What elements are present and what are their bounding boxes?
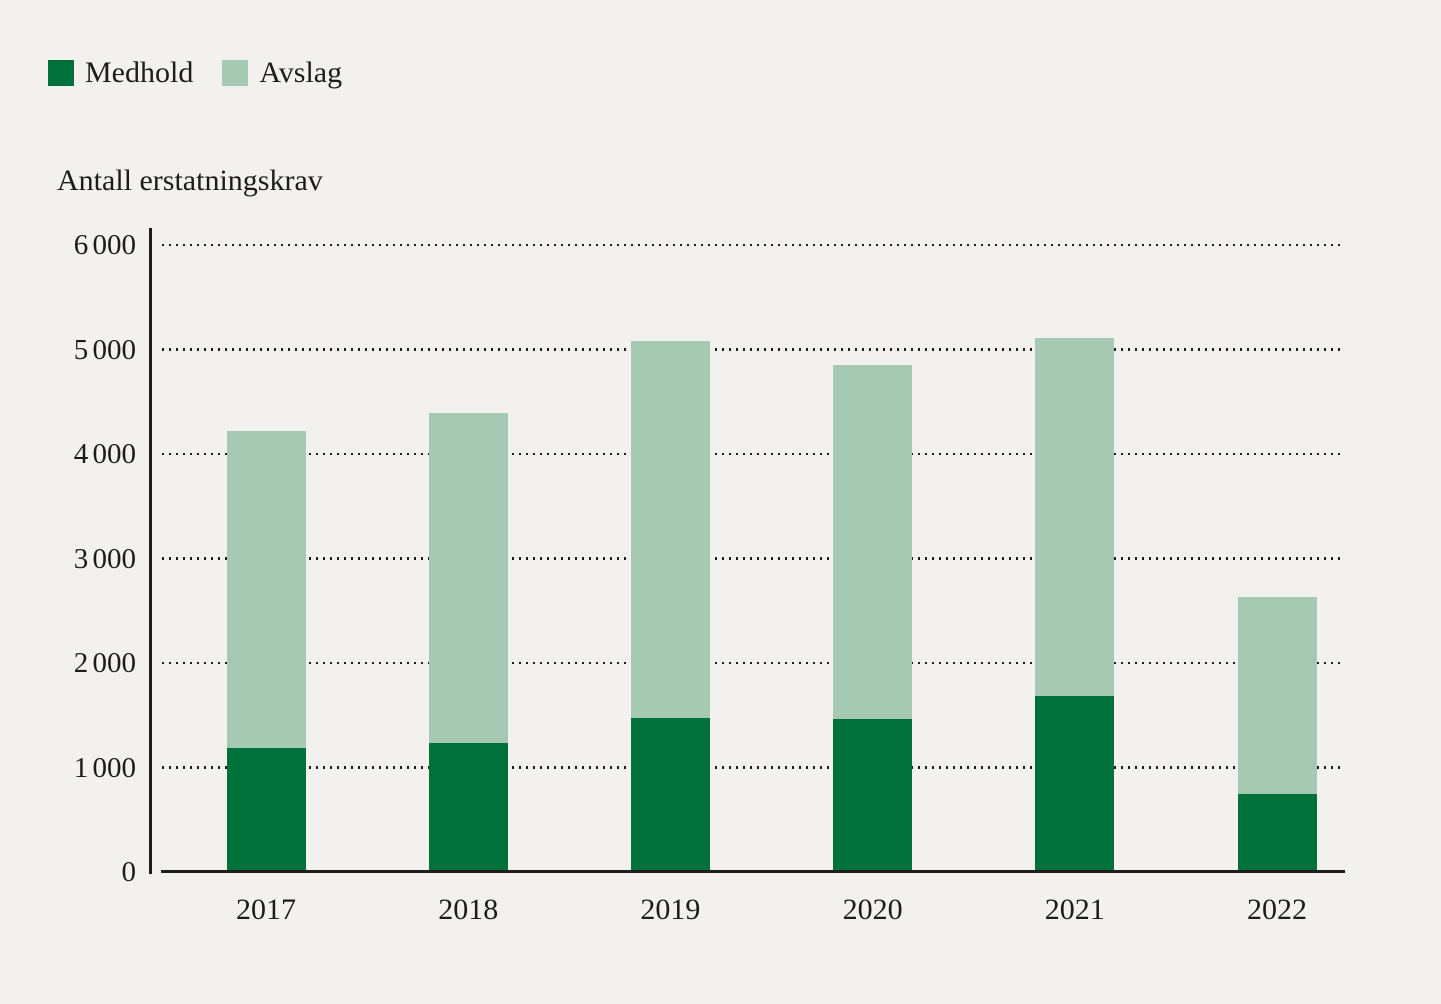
- gridline-6000: [162, 243, 1345, 247]
- bar-segment-medhold-2022: [1237, 794, 1317, 872]
- y-tick-label-2000: 2 000: [73, 647, 136, 679]
- bar-segment-medhold-2021: [1035, 695, 1115, 872]
- bar-segment-avslag-2017: [226, 431, 306, 748]
- x-tick-label-2018: 2018: [438, 893, 499, 926]
- bar-segment-medhold-2020: [833, 718, 913, 872]
- bar-segment-avslag-2019: [630, 341, 710, 718]
- bar-segment-avslag-2022: [1237, 597, 1317, 795]
- x-tick-label-2022: 2022: [1247, 893, 1307, 926]
- bar-segment-medhold-2018: [428, 743, 508, 872]
- y-tick-label-1000: 1 000: [73, 751, 136, 784]
- bar-segment-medhold-2019: [630, 717, 710, 872]
- legend-item-avslag: Avslag: [222, 56, 342, 90]
- legend-item-medhold: Medhold: [48, 56, 193, 90]
- bar-segment-medhold-2017: [226, 747, 306, 872]
- gridline-5000: [162, 348, 1345, 351]
- y-tick-label-4000: 4 000: [73, 438, 136, 470]
- x-tick-label-2020: 2020: [842, 893, 903, 926]
- y-axis-title: Antall erstatningskrav: [57, 164, 323, 197]
- bar-segment-avslag-2018: [428, 413, 508, 744]
- y-tick-label-0: 0: [121, 856, 137, 888]
- y-tick-label-5000: 5 000: [73, 333, 136, 366]
- gridline-3000: [162, 557, 1345, 560]
- y-tick-label-3000: 3 000: [73, 542, 136, 575]
- y-tick-label-6000: 6 000: [73, 229, 136, 261]
- y-axis-line: [149, 228, 152, 874]
- x-tick-label-2017: 2017: [236, 893, 296, 926]
- bar-segment-avslag-2020: [833, 365, 913, 719]
- bar-segment-avslag-2021: [1035, 338, 1115, 696]
- legend-label-medhold: Medhold: [85, 56, 194, 89]
- x-tick-label-2019: 2019: [640, 893, 701, 926]
- legend: Medhold Avslag: [48, 56, 342, 90]
- x-axis-line: [161, 870, 1345, 873]
- legend-swatch-medhold: [48, 60, 74, 86]
- legend-label-avslag: Avslag: [259, 56, 343, 89]
- gridline-2000: [162, 661, 1345, 665]
- gridline-4000: [162, 452, 1345, 456]
- legend-swatch-avslag: [222, 60, 249, 86]
- gridline-1000: [162, 766, 1345, 769]
- x-tick-label-2021: 2021: [1044, 893, 1105, 926]
